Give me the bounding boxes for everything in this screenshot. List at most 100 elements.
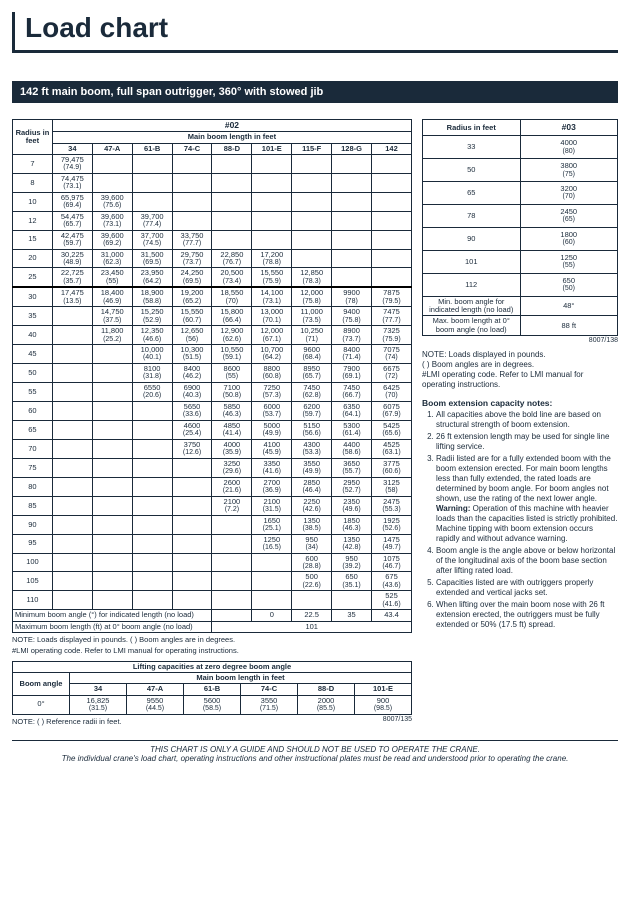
load-cell: 74,475(73.1) <box>52 173 92 192</box>
main-col-header: 88-D <box>212 143 252 154</box>
load-cell <box>212 572 252 591</box>
load-cell <box>212 515 252 534</box>
load-cell: 500(22.6) <box>292 572 332 591</box>
load-cell: 2850(46.4) <box>292 477 332 496</box>
load-cell: 950(34) <box>292 534 332 553</box>
load-cell <box>172 534 212 553</box>
load-cell: 5000(49.9) <box>252 420 292 439</box>
load-cell <box>172 515 212 534</box>
disclaimer: THIS CHART IS ONLY A GUIDE AND SHOULD NO… <box>12 740 618 763</box>
load-cell: 5650(33.6) <box>172 402 212 421</box>
load-cell: 12,000(67.1) <box>252 326 292 345</box>
side-radius-cell: 78 <box>423 205 521 228</box>
radius-cell: 80 <box>13 477 53 496</box>
load-cell <box>52 345 92 364</box>
side-load-cell: 1800(60) <box>520 228 618 251</box>
load-cell <box>92 154 132 173</box>
load-cell <box>132 496 172 515</box>
zero-load-cell: 2000(85.5) <box>298 695 355 714</box>
load-cell: 3775(60.6) <box>372 458 412 477</box>
load-cell <box>332 211 372 230</box>
load-cell <box>52 572 92 591</box>
load-cell: 29,750(73.7) <box>172 249 212 268</box>
load-cell <box>332 173 372 192</box>
load-cell: 15,250(52.9) <box>132 307 172 326</box>
main-footnote-2: #LMI operating code. Refer to LMI manual… <box>12 646 412 655</box>
load-cell <box>132 439 172 458</box>
right-column: Radius in feet #03 334000(80)503800(75)6… <box>422 119 618 632</box>
load-cell: 1925(52.6) <box>372 515 412 534</box>
load-cell: 3250(29.6) <box>212 458 252 477</box>
load-cell: 54,475(65.7) <box>52 211 92 230</box>
load-cell: 9400(75.8) <box>332 307 372 326</box>
load-cell: 3750(12.6) <box>172 439 212 458</box>
load-cell: 3650(55.7) <box>332 458 372 477</box>
radius-cell: 85 <box>13 496 53 515</box>
load-cell: 31,500(69.5) <box>132 249 172 268</box>
load-cell: 12,900(62.6) <box>212 326 252 345</box>
radius-cell: 65 <box>13 420 53 439</box>
load-cell <box>252 173 292 192</box>
note-item: Boom angle is the angle above or below h… <box>436 546 618 576</box>
load-cell <box>332 192 372 211</box>
load-cell: 9600(68.4) <box>292 345 332 364</box>
load-cell <box>92 496 132 515</box>
load-cell: 4100(45.9) <box>252 439 292 458</box>
zero-col-header: 61-B <box>184 684 241 695</box>
load-cell <box>292 591 332 610</box>
load-cell: 8800(60.8) <box>252 364 292 383</box>
note-item: Capacities listed are with outriggers pr… <box>436 578 618 598</box>
load-cell: 7450(62.8) <box>292 383 332 402</box>
load-cell <box>252 553 292 572</box>
load-cell: 15,550(75.9) <box>252 268 292 287</box>
load-cell: 42,475(59.7) <box>52 230 92 249</box>
load-cell: 10,250(71) <box>292 326 332 345</box>
load-cell <box>292 192 332 211</box>
load-cell <box>92 572 132 591</box>
load-cell: 8400(71.4) <box>332 345 372 364</box>
load-cell: 39,700(77.4) <box>132 211 172 230</box>
load-cell: 1650(25.1) <box>252 515 292 534</box>
radius-header: Radius in feet <box>13 120 53 155</box>
load-cell <box>132 553 172 572</box>
load-cell <box>212 534 252 553</box>
side-max-val: 88 ft <box>520 316 618 336</box>
load-cell: 39,600(69.2) <box>92 230 132 249</box>
load-cell: 30,225(48.9) <box>52 249 92 268</box>
load-cell: 7900(69.1) <box>332 364 372 383</box>
radius-cell: 12 <box>13 211 53 230</box>
load-cell: 12,650(56) <box>172 326 212 345</box>
load-cell: 4850(41.4) <box>212 420 252 439</box>
load-cell: 17,475(13.5) <box>52 287 92 306</box>
load-cell: 7475(77.7) <box>372 307 412 326</box>
load-cell: 14,750(37.5) <box>92 307 132 326</box>
load-cell <box>212 211 252 230</box>
load-cell: 8100(31.8) <box>132 364 172 383</box>
load-cell: 2700(36.9) <box>252 477 292 496</box>
min-angle-val: 35 <box>332 610 372 621</box>
load-cell: 2100(7.2) <box>212 496 252 515</box>
zero-col-header: 47-A <box>127 684 184 695</box>
load-cell: 7075(74) <box>372 345 412 364</box>
load-cell <box>132 458 172 477</box>
side-load-cell: 1250(55) <box>520 251 618 274</box>
load-cell <box>92 383 132 402</box>
load-cell: 1475(49.7) <box>372 534 412 553</box>
load-cell: 6900(40.3) <box>172 383 212 402</box>
zero-load-cell: 9550(44.5) <box>127 695 184 714</box>
load-cell: 2100(31.5) <box>252 496 292 515</box>
load-cell: 10,550(59.1) <box>212 345 252 364</box>
load-cell: 2250(42.6) <box>292 496 332 515</box>
radius-cell: 8 <box>13 173 53 192</box>
load-cell: 5150(56.6) <box>292 420 332 439</box>
load-cell <box>52 553 92 572</box>
load-cell: 2350(49.6) <box>332 496 372 515</box>
load-cell: 11,800(25.2) <box>92 326 132 345</box>
load-cell: 10,000(40.1) <box>132 345 172 364</box>
load-cell: 37,700(74.5) <box>132 230 172 249</box>
load-cell <box>372 211 412 230</box>
load-cell <box>92 553 132 572</box>
radius-cell: 60 <box>13 402 53 421</box>
load-cell: 23,950(64.2) <box>132 268 172 287</box>
load-cell: 13,000(70.1) <box>252 307 292 326</box>
